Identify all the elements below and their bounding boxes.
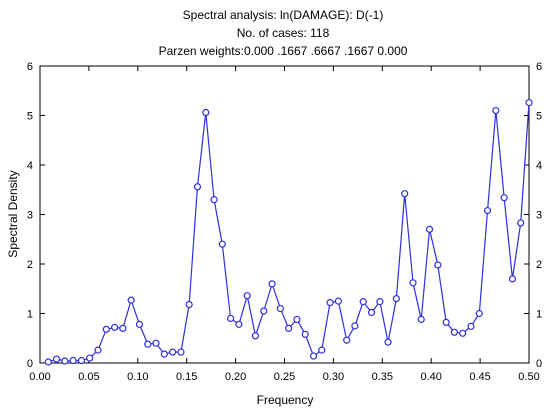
y-tick-label-left: 5 <box>27 111 33 123</box>
data-point <box>276 304 284 313</box>
x-tick-label: 0.00 <box>29 371 50 383</box>
chart-title-block: Spectral analysis: ln(DAMAGE): D(-1) No.… <box>159 8 408 58</box>
data-point <box>318 346 326 354</box>
x-tick-label: 0.30 <box>323 371 344 383</box>
y-tick-label-left: 1 <box>27 309 33 321</box>
data-point <box>367 308 376 317</box>
data-point <box>334 297 342 305</box>
data-point <box>409 279 417 287</box>
data-point <box>260 307 268 315</box>
data-point <box>467 322 475 330</box>
data-point <box>483 206 492 215</box>
data-point <box>301 330 309 338</box>
data-point <box>309 352 318 360</box>
x-tick-label: 0.10 <box>127 371 148 383</box>
data-point <box>442 318 450 327</box>
data-point <box>127 296 135 304</box>
x-tick-label: 0.40 <box>420 371 441 383</box>
chart-title-line-2: No. of cases: 118 <box>237 26 330 40</box>
data-point <box>185 300 193 309</box>
data-point <box>508 275 517 283</box>
data-point <box>111 323 119 331</box>
data-point <box>351 322 359 330</box>
data-point <box>450 328 458 336</box>
data-point <box>243 292 251 300</box>
data-point <box>376 298 384 306</box>
data-point <box>500 194 508 202</box>
y-tick-label-right: 4 <box>536 160 542 172</box>
data-point <box>119 324 127 332</box>
data-point <box>285 324 293 332</box>
data-point <box>227 314 235 323</box>
tick-labels: 0.00 0.05 0.10 0.15 0.20 0.25 0.30 0.35 0.40 0.45… <box>27 61 542 383</box>
data-point <box>459 329 467 337</box>
x-tick-label: 0.05 <box>78 371 99 383</box>
data-point <box>293 315 301 324</box>
data-point <box>401 190 409 198</box>
data-point <box>177 348 185 356</box>
data-point <box>94 346 102 354</box>
data-point <box>392 295 400 303</box>
y-tick-label-right: 1 <box>536 309 542 321</box>
data-point <box>210 196 218 204</box>
data-point <box>52 355 61 363</box>
data-point <box>425 225 434 233</box>
x-tick-label: 0.50 <box>518 371 539 383</box>
data-point <box>251 332 260 340</box>
x-tick-label: 0.25 <box>274 371 295 383</box>
x-tick-label: 0.35 <box>372 371 393 383</box>
y-tick-label-right: 3 <box>536 210 542 222</box>
chart-title-line-1: Spectral analysis: ln(DAMAGE): D(-1) <box>183 8 384 22</box>
y-tick-label-left: 4 <box>27 160 33 172</box>
data-point <box>44 358 52 366</box>
data-point <box>525 99 533 107</box>
data-point <box>77 356 86 365</box>
x-axis-label: Frequency <box>257 393 314 407</box>
data-point <box>384 338 392 346</box>
data-point <box>160 350 168 358</box>
x-tick-label: 0.20 <box>225 371 246 383</box>
data-point <box>434 261 442 269</box>
chart-title-line-3: Parzen weights:0.000 .1667 .6667 .1667 0… <box>159 44 408 58</box>
data-point <box>61 357 69 365</box>
y-tick-label-left: 2 <box>27 259 33 271</box>
data-point <box>102 325 110 333</box>
data-point <box>135 320 144 328</box>
y-tick-label-left: 0 <box>27 358 33 370</box>
y-tick-label-left: 6 <box>27 61 33 73</box>
data-point <box>193 183 202 191</box>
y-tick-label-right: 5 <box>536 111 542 123</box>
data-point <box>475 309 483 318</box>
data-point <box>492 106 500 115</box>
y-tick-label-left: 3 <box>27 210 33 222</box>
y-tick-label-right: 2 <box>536 259 542 271</box>
data-point <box>343 336 351 344</box>
data-point <box>69 356 77 365</box>
data-point <box>417 315 425 324</box>
data-point <box>326 299 334 307</box>
data-point <box>268 280 276 288</box>
data-point <box>202 108 210 117</box>
data-point <box>517 219 525 227</box>
x-tick-label: 0.45 <box>469 371 490 383</box>
y-axis-label: Spectral Density <box>6 170 20 257</box>
y-tick-label-right: 0 <box>536 358 542 370</box>
data-point <box>144 340 152 348</box>
axis-ticks <box>39 65 530 364</box>
y-tick-label-right: 6 <box>536 61 542 73</box>
data-point <box>235 320 243 328</box>
series-layer <box>44 99 533 366</box>
data-point <box>152 339 160 347</box>
data-point <box>86 354 94 362</box>
data-point <box>218 240 226 248</box>
x-tick-label: 0.15 <box>176 371 197 383</box>
data-point <box>359 298 367 306</box>
data-point <box>169 348 177 356</box>
series-line <box>48 102 530 363</box>
